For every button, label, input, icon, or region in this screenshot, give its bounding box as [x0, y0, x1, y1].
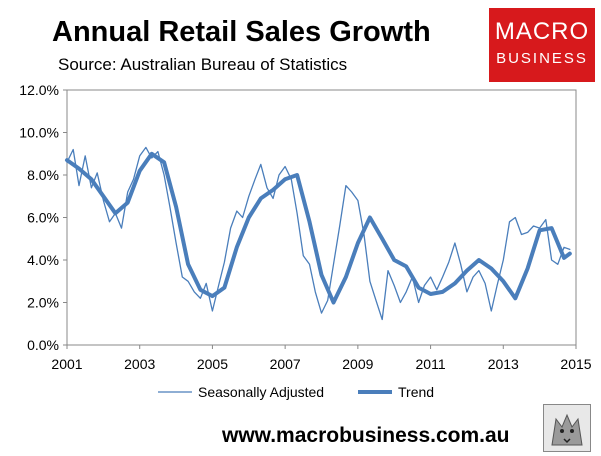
- x-tick-label: 2001: [51, 356, 82, 372]
- y-tick-label: 0.0%: [27, 337, 59, 353]
- x-tick-label: 2011: [416, 356, 446, 372]
- y-tick-label: 2.0%: [27, 295, 59, 311]
- chart-subtitle: Source: Australian Bureau of Statistics: [58, 55, 348, 74]
- legend-label: Seasonally Adjusted: [198, 384, 324, 400]
- y-tick-label: 8.0%: [27, 167, 59, 183]
- x-tick-label: 2013: [488, 356, 519, 372]
- site-url: www.macrobusiness.com.au: [222, 424, 510, 447]
- macrobusiness-logo: MACRO BUSINESS: [489, 8, 595, 82]
- x-tick-label: 2009: [342, 356, 373, 372]
- chart-title: Annual Retail Sales Growth: [52, 16, 431, 48]
- x-tick-label: 2005: [197, 356, 228, 372]
- series-line-trend: [65, 151, 572, 305]
- series-line-seasonally-adjusted: [66, 146, 571, 321]
- wolf-icon: [543, 404, 591, 452]
- logo-line1: MACRO: [494, 18, 590, 45]
- x-tick-label: 2003: [124, 356, 155, 372]
- plot-area: [66, 89, 577, 346]
- legend-label: Trend: [398, 384, 434, 400]
- y-tick-label: 10.0%: [19, 125, 59, 141]
- x-tick-label: 2007: [270, 356, 301, 372]
- y-tick-label: 4.0%: [27, 252, 59, 268]
- y-tick-label: 6.0%: [27, 210, 59, 226]
- y-tick-label: 12.0%: [19, 82, 59, 98]
- logo-line2: BUSINESS: [496, 50, 588, 67]
- x-tick-label: 2015: [560, 356, 591, 372]
